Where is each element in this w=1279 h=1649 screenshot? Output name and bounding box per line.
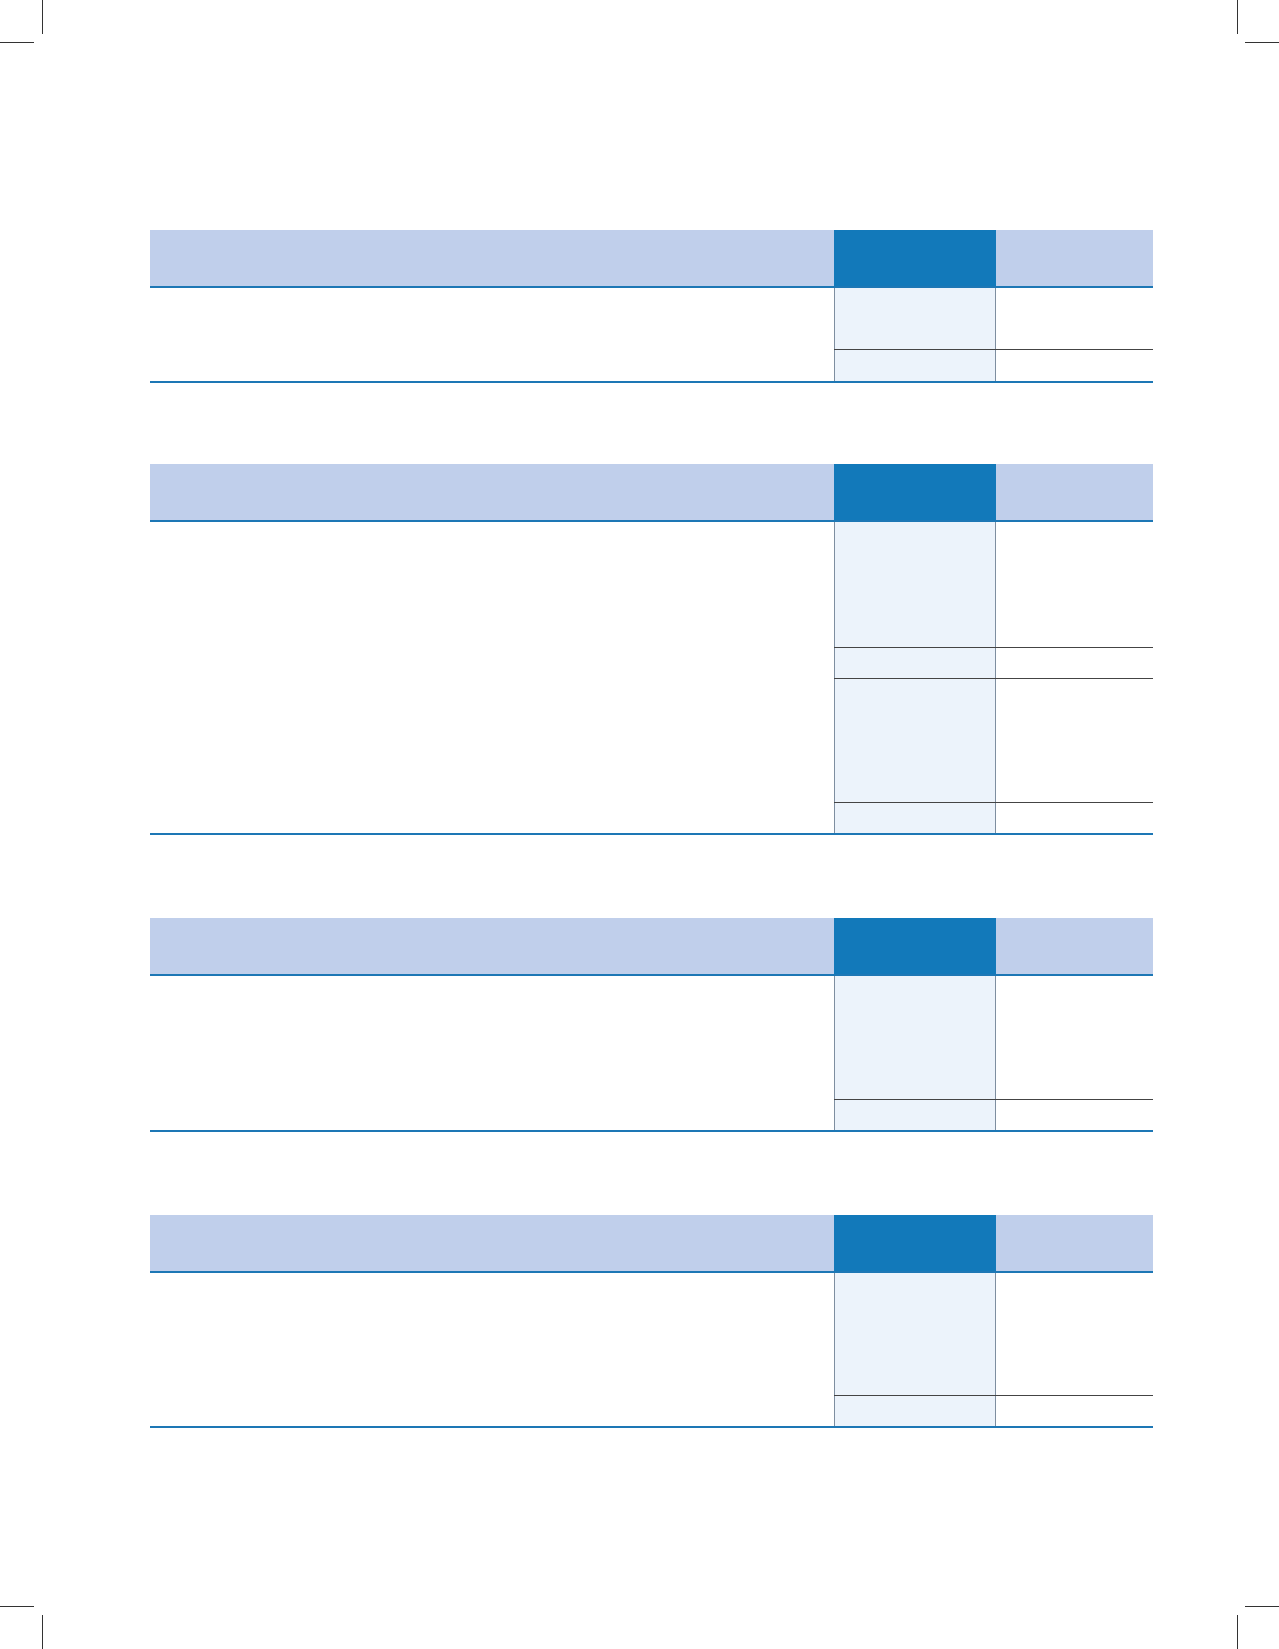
subtotal-rule bbox=[834, 1395, 1153, 1396]
current-year-column bbox=[834, 522, 996, 833]
header-rule bbox=[150, 1271, 1153, 1273]
subtotal-rule bbox=[834, 1099, 1153, 1100]
header-current-year-cell bbox=[834, 918, 996, 974]
crop-mark-top-right-h bbox=[1245, 42, 1279, 43]
table-bottom-rule bbox=[150, 381, 1153, 383]
header-rule bbox=[150, 520, 1153, 522]
table-header bbox=[150, 230, 1153, 286]
table-4 bbox=[150, 1215, 1153, 1428]
header-current-year-cell bbox=[834, 230, 996, 286]
group-divider-rule bbox=[834, 678, 1153, 679]
header-rule bbox=[150, 974, 1153, 976]
subtotal-rule bbox=[834, 349, 1153, 350]
table-header bbox=[150, 918, 1153, 974]
current-year-column bbox=[834, 976, 996, 1130]
current-year-column bbox=[834, 1273, 996, 1426]
crop-mark-bottom-right-h bbox=[1245, 1606, 1279, 1607]
table-body bbox=[150, 522, 1153, 833]
crop-mark-top-right-v bbox=[1237, 0, 1238, 34]
table-1 bbox=[150, 230, 1153, 383]
table-2 bbox=[150, 464, 1153, 835]
header-rule bbox=[150, 286, 1153, 288]
crop-mark-bottom-right-v bbox=[1237, 1615, 1238, 1649]
table-bottom-rule bbox=[150, 1426, 1153, 1428]
crop-mark-top-left-v bbox=[42, 0, 43, 34]
subtotal-rule bbox=[834, 802, 1153, 803]
table-body bbox=[150, 288, 1153, 381]
table-body bbox=[150, 976, 1153, 1130]
header-current-year-cell bbox=[834, 1215, 996, 1271]
crop-mark-top-left-h bbox=[0, 42, 34, 43]
crop-mark-bottom-left-v bbox=[42, 1615, 43, 1649]
table-bottom-rule bbox=[150, 1130, 1153, 1132]
table-3 bbox=[150, 918, 1153, 1132]
current-year-column bbox=[834, 288, 996, 381]
table-header bbox=[150, 1215, 1153, 1271]
subtotal-rule bbox=[834, 647, 1153, 648]
table-body bbox=[150, 1273, 1153, 1426]
table-header bbox=[150, 464, 1153, 520]
crop-mark-bottom-left-h bbox=[0, 1606, 34, 1607]
table-bottom-rule bbox=[150, 833, 1153, 835]
header-current-year-cell bbox=[834, 464, 996, 520]
